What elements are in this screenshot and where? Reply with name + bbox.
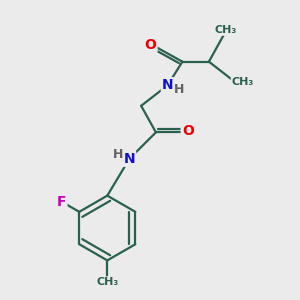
Text: CH₃: CH₃: [232, 77, 254, 87]
Text: CH₃: CH₃: [96, 277, 118, 287]
Text: O: O: [145, 38, 157, 52]
Text: O: O: [182, 124, 194, 138]
Text: H: H: [113, 148, 123, 161]
Text: N: N: [162, 78, 173, 92]
Text: N: N: [124, 152, 135, 166]
Text: CH₃: CH₃: [215, 25, 237, 35]
Text: F: F: [57, 195, 66, 209]
Text: H: H: [174, 83, 184, 96]
